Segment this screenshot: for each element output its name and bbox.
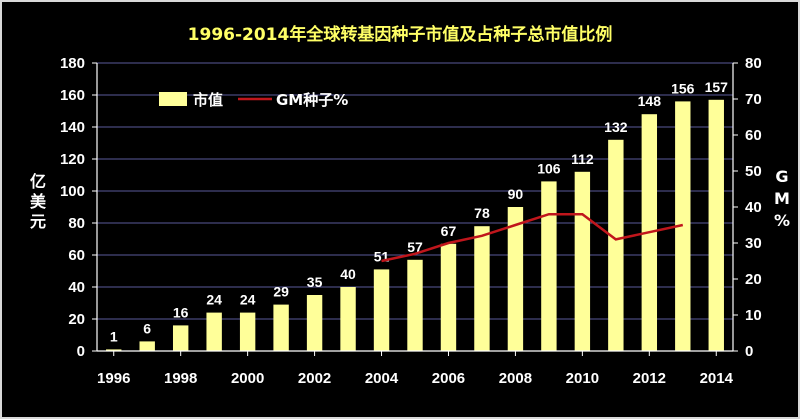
data-label-2000: 24 <box>240 292 256 308</box>
bar-2014 <box>708 99 724 351</box>
data-label-2003: 40 <box>340 266 356 282</box>
y2-tick-label: 0 <box>745 343 753 360</box>
line-gm-seed-percent <box>381 212 684 263</box>
y-axis-title-char: 美 <box>30 192 47 211</box>
bar-2000 <box>239 312 256 351</box>
y2-axis-title-char: M <box>774 189 790 208</box>
x-tick-label: 2004 <box>365 370 399 387</box>
legend-swatch-bar <box>159 92 187 106</box>
bar-2009 <box>541 181 557 351</box>
bar-2007 <box>474 226 490 351</box>
bar-1999 <box>206 312 222 351</box>
y-tick-label: 0 <box>77 343 85 360</box>
data-label-1998: 16 <box>173 304 189 320</box>
y2-tick-label: 20 <box>745 271 762 288</box>
bar-2005 <box>407 259 423 351</box>
data-label-2007: 78 <box>474 205 490 221</box>
y-tick-label: 80 <box>68 215 85 232</box>
gridlines <box>97 62 733 320</box>
y2-tick-label: 60 <box>745 127 762 144</box>
data-label-2002: 35 <box>307 274 323 290</box>
y2-axis-title: GM% <box>774 167 790 230</box>
bar-2004 <box>373 269 390 351</box>
bar-1998 <box>172 325 189 351</box>
data-label-2005: 57 <box>407 239 423 255</box>
y2-axis-title-char: G <box>775 167 788 186</box>
data-label-2004: 51 <box>374 248 390 264</box>
bar-2001 <box>273 304 289 351</box>
legend: 市值 GM种子% <box>159 91 348 109</box>
y2-tick-label: 40 <box>745 199 762 216</box>
data-label-2001: 29 <box>273 284 289 300</box>
line-series <box>381 212 684 263</box>
y2-tick-label: 30 <box>745 235 762 252</box>
data-label-2013: 156 <box>671 80 695 96</box>
y-tick-label: 120 <box>60 151 85 168</box>
bar-2011 <box>608 139 624 351</box>
x-tick-label: 2000 <box>231 370 264 387</box>
data-label-2009: 106 <box>537 160 561 176</box>
y-tick-label: 60 <box>68 247 85 264</box>
bar-2008 <box>507 207 524 351</box>
bar-1997 <box>139 341 155 351</box>
data-label-2012: 148 <box>638 93 662 109</box>
bar-2006 <box>440 243 457 351</box>
y-tick-label: 140 <box>60 119 85 136</box>
y-tick-label: 100 <box>60 183 85 200</box>
data-label-2010: 112 <box>571 151 594 167</box>
y2-tick-label: 70 <box>745 91 762 108</box>
y-axis-title-char: 亿 <box>30 172 46 191</box>
y2-tick-label: 80 <box>745 55 762 72</box>
legend-label-bar: 市值 <box>193 91 223 109</box>
y-axis-title: 亿美元 <box>30 172 47 231</box>
x-tick-label: 2010 <box>566 370 599 387</box>
data-label-2011: 132 <box>604 119 628 135</box>
chart-title: 1996-2014年全球转基因种子市值及占种子总市值比例 <box>188 24 613 45</box>
y2-axis-title-char: % <box>774 211 790 230</box>
axes: 0204060801001201401601800102030405060708… <box>30 55 790 387</box>
y-tick-label: 40 <box>68 279 85 296</box>
y-axis-title-char: 元 <box>30 212 46 231</box>
y-tick-label: 180 <box>60 55 85 72</box>
data-label-2014: 157 <box>705 79 729 95</box>
x-tick-label: 2006 <box>432 370 465 387</box>
data-label-1999: 24 <box>206 292 222 308</box>
bar-2003 <box>340 287 356 351</box>
legend-label-line: GM种子% <box>276 91 348 109</box>
y2-tick-label: 50 <box>745 163 762 180</box>
x-tick-label: 1998 <box>164 370 197 387</box>
data-label-1997: 6 <box>143 320 151 336</box>
x-tick-label: 2012 <box>633 370 666 387</box>
data-label-2006: 67 <box>441 223 457 239</box>
x-tick-label: 2002 <box>298 370 331 387</box>
x-tick-label: 1996 <box>97 370 130 387</box>
x-tick-label: 2014 <box>700 370 734 387</box>
y2-tick-label: 10 <box>745 307 762 324</box>
bar-2010 <box>574 171 591 351</box>
x-tick-label: 2008 <box>499 370 532 387</box>
data-label-2008: 90 <box>508 186 524 202</box>
bar-2002 <box>306 295 323 351</box>
y-tick-label: 20 <box>68 311 85 328</box>
bar-1996 <box>106 349 122 351</box>
data-label-1996: 1 <box>110 328 118 344</box>
y-tick-label: 160 <box>60 87 85 104</box>
